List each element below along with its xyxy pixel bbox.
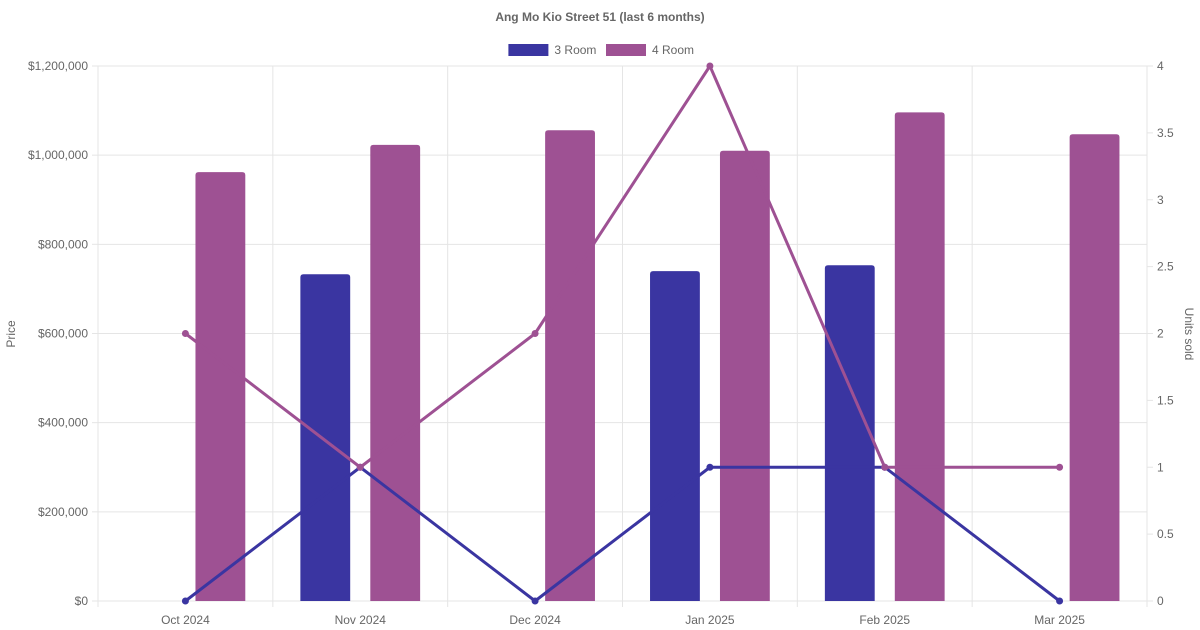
point-units-4-room[interactable] [881, 463, 889, 471]
y-left-tick-label: $1,200,000 [28, 59, 88, 73]
x-tick-label: Feb 2025 [859, 613, 910, 627]
y-axis-right-title: Units sold [1182, 308, 1196, 361]
point-units-4-room[interactable] [1056, 463, 1064, 471]
y-right-tick-label: 0 [1157, 594, 1164, 608]
bars [195, 112, 1120, 602]
y-right-tick-label: 1 [1157, 460, 1164, 474]
bar-3-room[interactable] [650, 271, 700, 601]
x-tick-label: Oct 2024 [161, 613, 210, 627]
point-units-3-room[interactable] [706, 463, 714, 471]
x-tick-label: Dec 2024 [509, 613, 561, 627]
lines [181, 62, 1064, 605]
bar-4-room[interactable] [370, 144, 421, 601]
point-units-4-room[interactable] [531, 330, 539, 337]
y-right-tick-label: 3 [1157, 193, 1164, 207]
x-tick-label: Mar 2025 [1034, 613, 1085, 627]
y-right-tick-label: 2 [1157, 327, 1164, 341]
y-left-tick-label: $800,000 [38, 237, 88, 251]
legend-item-3-room[interactable]: 3 Room [508, 43, 596, 57]
line-units-4-room [184, 64, 1060, 469]
legend-label: 3 Room [554, 43, 596, 57]
line-units-3-room [184, 465, 1061, 603]
y-axis-left-title: Price [4, 320, 18, 348]
point-units-4-room[interactable] [706, 62, 714, 70]
bar-4-room[interactable] [719, 150, 770, 602]
y-right-tick-label: 3.5 [1157, 126, 1174, 140]
y-left-tick-label: $1,000,000 [28, 148, 88, 162]
chart-title: Ang Mo Kio Street 51 (last 6 months) [495, 10, 704, 24]
y-left-tick-label: $200,000 [38, 505, 88, 519]
y-left-tick-label: $600,000 [38, 327, 88, 341]
y-right-tick-label: 2.5 [1157, 260, 1174, 274]
gridlines [92, 65, 1153, 607]
legend-swatch [508, 44, 549, 56]
bar-3-room[interactable] [300, 274, 351, 601]
bar-4-room[interactable] [545, 130, 595, 601]
x-tick-label: Jan 2025 [685, 613, 735, 627]
y-axis-left-ticks: $0 $200,000 $400,000 $600,000 $800,000 $1,000… [28, 59, 88, 608]
point-units-3-room[interactable] [531, 597, 539, 605]
bar-4-room[interactable] [1069, 134, 1120, 601]
point-units-4-room[interactable] [356, 463, 364, 471]
legend-item-4-room[interactable]: 4 Room [606, 43, 694, 57]
bar-3-room[interactable] [824, 265, 875, 601]
legend-swatch [606, 44, 646, 56]
y-right-tick-label: 1.5 [1157, 393, 1174, 407]
bar-4-room[interactable] [894, 112, 945, 601]
y-left-tick-label: $0 [75, 594, 89, 608]
y-right-tick-label: 0.5 [1157, 527, 1174, 541]
x-axis-ticks: Oct 2024 Nov 2024 Dec 2024 Jan 2025 Feb 2025… [161, 613, 1085, 627]
x-tick-label: Nov 2024 [335, 613, 387, 627]
point-units-3-room[interactable] [181, 597, 189, 605]
legend-label: 4 Room [652, 43, 694, 57]
point-units-4-room[interactable] [181, 330, 189, 337]
y-left-tick-label: $400,000 [38, 416, 88, 430]
y-axis-right-ticks: 0 0.5 1 1.5 2 2.5 3 3.5 4 [1157, 59, 1174, 608]
legend[interactable]: 3 Room 4 Room [508, 43, 694, 57]
point-units-3-room[interactable] [1056, 597, 1064, 605]
bar-4-room[interactable] [195, 172, 246, 601]
y-right-tick-label: 4 [1157, 59, 1164, 73]
